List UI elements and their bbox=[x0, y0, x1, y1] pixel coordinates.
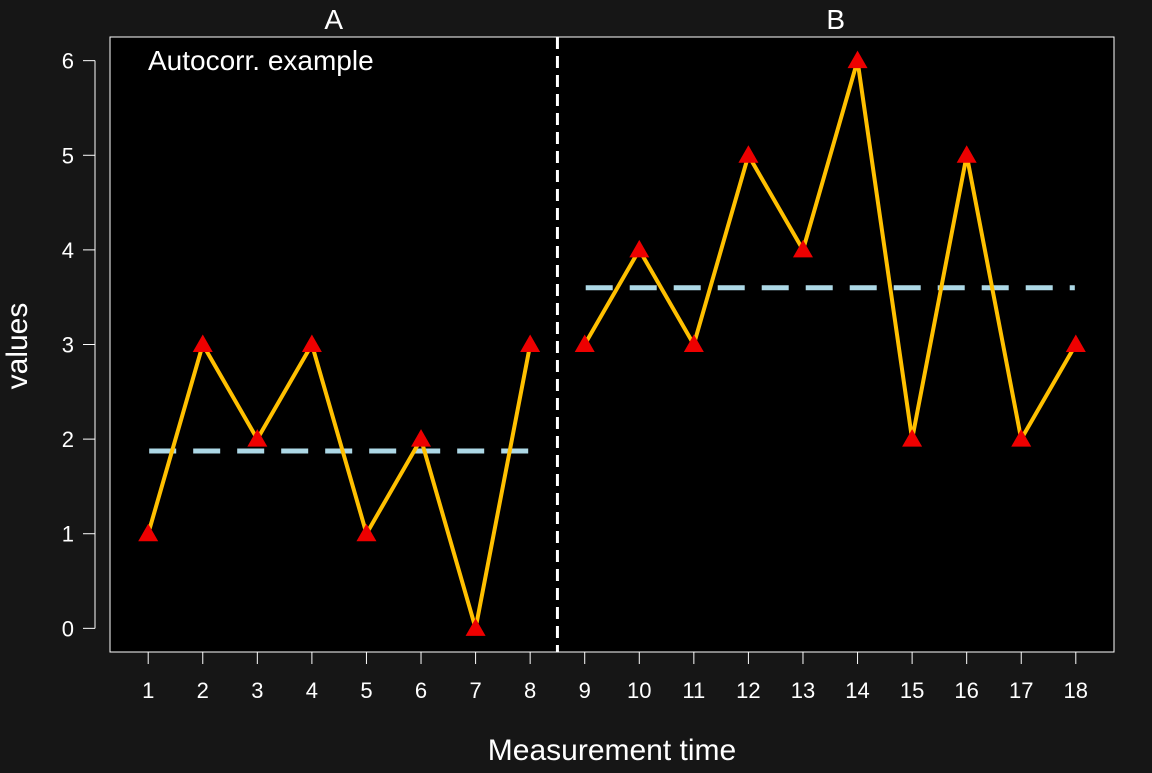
phase-label-b: B bbox=[826, 4, 845, 35]
data-point-marker bbox=[192, 334, 213, 352]
x-tick-label: 14 bbox=[845, 678, 869, 703]
x-axis: 1 2 3 4 5 6 7 8 9 10 11 12 13 14 15 16 17 18 bbox=[142, 651, 1088, 703]
series-lines bbox=[146, 58, 1078, 631]
x-tick-label: 13 bbox=[791, 678, 815, 703]
x-tick-label: 15 bbox=[900, 678, 924, 703]
x-tick-label: 5 bbox=[360, 678, 372, 703]
data-point-marker bbox=[574, 334, 595, 352]
y-axis-title: values bbox=[1, 303, 34, 390]
y-tick-label: 0 bbox=[62, 616, 74, 641]
phase-label-a: A bbox=[324, 4, 343, 35]
plot-background bbox=[109, 36, 1115, 653]
y-tick-label: 2 bbox=[62, 427, 74, 452]
y-tick-label: 3 bbox=[62, 333, 74, 358]
x-tick-label: 8 bbox=[524, 678, 536, 703]
y-axis: 0 1 2 3 4 5 6 bbox=[62, 49, 96, 641]
y-tick-label: 5 bbox=[62, 143, 74, 168]
data-point-marker bbox=[1011, 429, 1032, 447]
data-point-marker bbox=[956, 145, 977, 163]
data-point-marker bbox=[629, 239, 650, 258]
x-tick-label: 7 bbox=[469, 678, 481, 703]
annotation-text: Autocorr. example bbox=[148, 45, 374, 76]
data-point-marker bbox=[411, 429, 432, 447]
data-point-marker bbox=[847, 50, 868, 69]
data-point-marker bbox=[683, 334, 704, 352]
x-tick-label: 2 bbox=[197, 678, 209, 703]
x-tick-label: 3 bbox=[251, 678, 263, 703]
y-tick-label: 4 bbox=[62, 238, 74, 263]
data-point-marker bbox=[1065, 334, 1086, 352]
data-point-marker bbox=[902, 429, 923, 447]
x-tick-label: 10 bbox=[627, 678, 651, 703]
data-point-marker bbox=[738, 145, 759, 163]
data-point-markers bbox=[138, 50, 1086, 636]
x-tick-label: 17 bbox=[1009, 678, 1033, 703]
y-tick-label: 6 bbox=[62, 49, 74, 74]
y-tick-label: 1 bbox=[62, 522, 74, 547]
x-tick-label: 4 bbox=[306, 678, 318, 703]
x-axis-title: Measurement time bbox=[488, 734, 736, 767]
series-line-phase-b bbox=[582, 58, 1078, 442]
data-point-marker bbox=[465, 618, 486, 636]
x-tick-label: 16 bbox=[954, 678, 978, 703]
data-point-marker bbox=[520, 334, 541, 352]
series-line-phase-a bbox=[146, 342, 533, 631]
x-tick-label: 9 bbox=[579, 678, 591, 703]
x-tick-label: 6 bbox=[415, 678, 427, 703]
data-point-marker bbox=[301, 334, 322, 352]
data-point-marker bbox=[138, 523, 159, 542]
x-tick-label: 18 bbox=[1064, 678, 1088, 703]
x-tick-label: 11 bbox=[682, 678, 705, 703]
data-point-marker bbox=[792, 239, 813, 258]
x-tick-label: 1 bbox=[142, 678, 154, 703]
data-point-marker bbox=[247, 429, 268, 447]
data-point-marker bbox=[356, 523, 377, 542]
x-tick-label: 12 bbox=[736, 678, 760, 703]
